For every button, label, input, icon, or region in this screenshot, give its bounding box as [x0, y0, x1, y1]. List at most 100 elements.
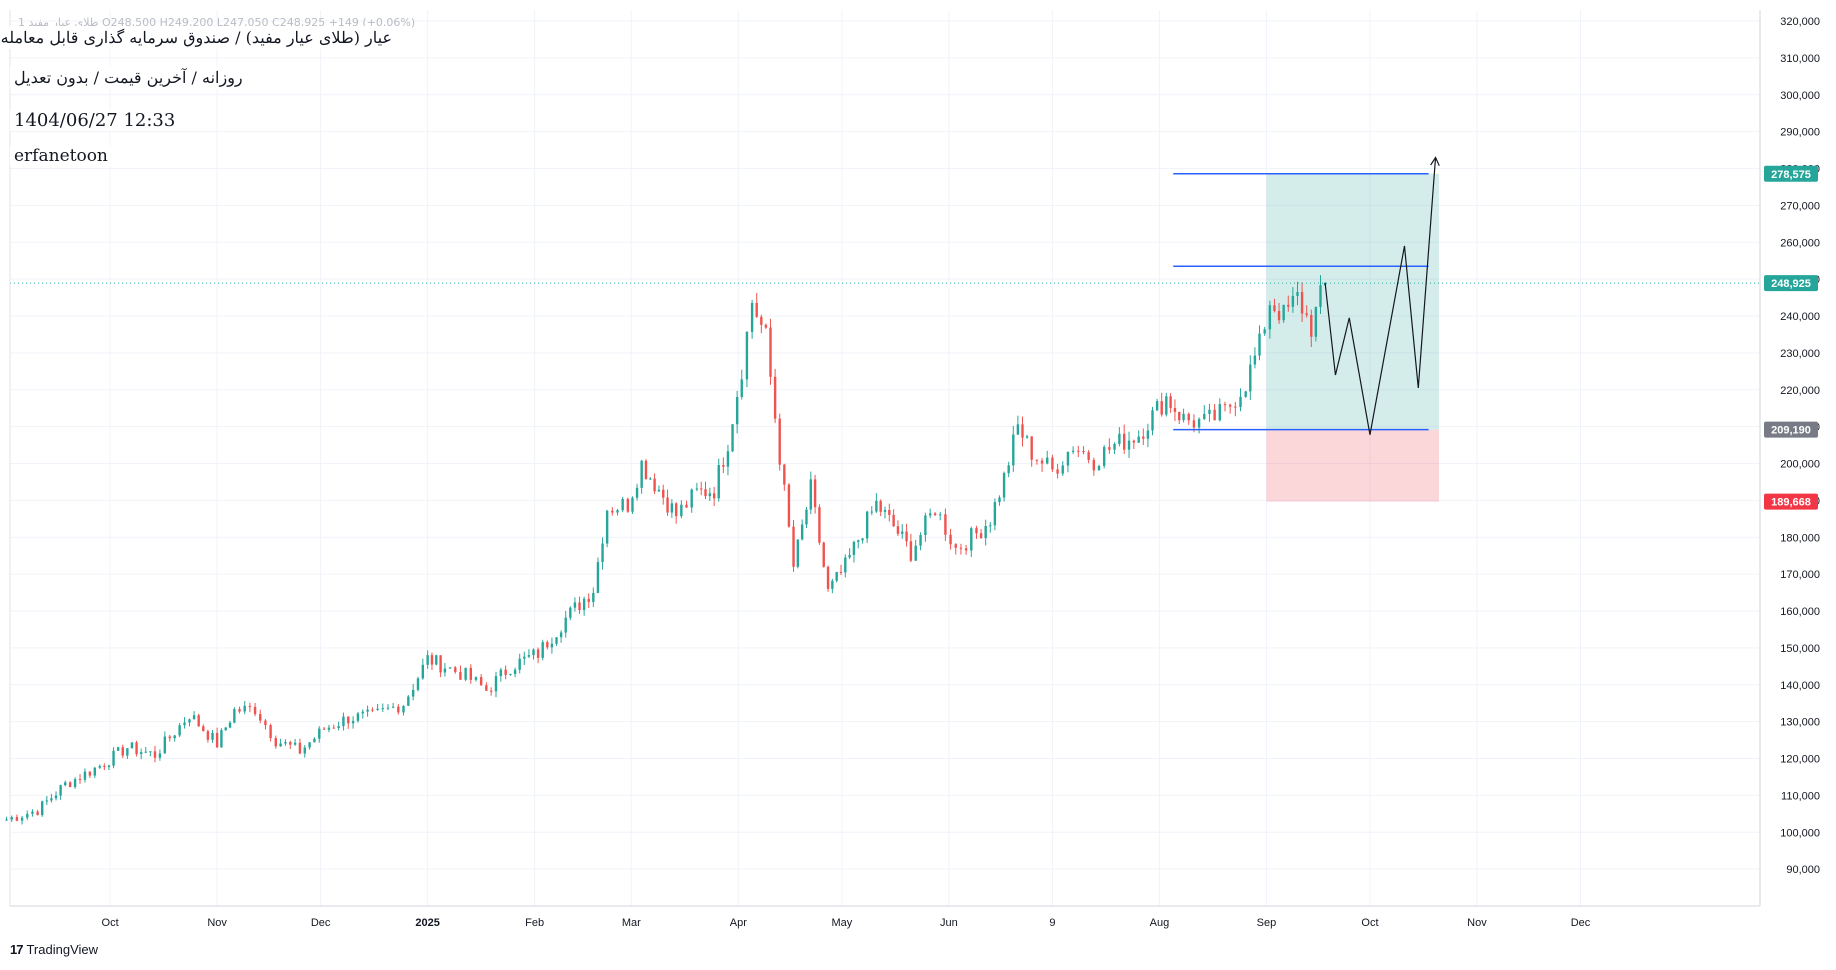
candle-body	[704, 489, 707, 497]
candle-body	[173, 735, 176, 739]
candle-body	[1030, 436, 1033, 460]
candle-body	[605, 510, 609, 544]
x-tick-label: Nov	[1467, 917, 1487, 929]
candle-body	[745, 331, 749, 380]
candle-body	[536, 649, 540, 658]
candle-body	[783, 464, 786, 485]
candle-body	[1002, 473, 1006, 498]
candles	[5, 275, 1327, 825]
candle-body	[153, 751, 157, 758]
candle-body	[308, 742, 311, 748]
candle-body	[883, 509, 887, 512]
target-price-label: 278,575	[1771, 169, 1811, 181]
candle-body	[1113, 443, 1116, 450]
candle-body	[318, 728, 321, 739]
candle-body	[1203, 413, 1206, 420]
candle-body	[944, 514, 947, 535]
forecast-arrow-head	[1430, 156, 1440, 166]
candle-body	[15, 817, 19, 821]
y-tick-label: 300,000	[1780, 90, 1820, 102]
y-tick-label: 260,000	[1780, 237, 1820, 249]
candle-body	[674, 503, 678, 517]
candle-body	[126, 748, 129, 756]
x-tick-label: Dec	[311, 917, 331, 929]
candle-body	[611, 510, 614, 513]
y-tick-label: 90,000	[1786, 864, 1820, 876]
y-tick-label: 110,000	[1781, 790, 1820, 802]
y-tick-label: 160,000	[1780, 606, 1820, 618]
candle-body	[1234, 406, 1237, 408]
candle-body	[644, 460, 648, 480]
candle-body	[708, 493, 712, 497]
candle-body	[865, 511, 869, 539]
candle-body	[435, 655, 438, 665]
candle-body	[293, 742, 297, 745]
candle-body	[73, 779, 77, 788]
candle-body	[626, 498, 630, 512]
candle-body	[1296, 291, 1299, 296]
candle-body	[726, 451, 730, 467]
candle-body	[954, 544, 957, 548]
candle-body	[371, 709, 374, 711]
position-zones	[1266, 173, 1439, 502]
x-tick-label: Dec	[1571, 917, 1591, 929]
candle-body	[337, 726, 340, 728]
y-tick-label: 170,000	[1780, 569, 1820, 581]
candle-body	[41, 801, 44, 816]
candle-body	[366, 709, 369, 712]
candle-body	[504, 669, 507, 675]
candle-body	[509, 673, 512, 675]
candle-body	[518, 658, 521, 670]
candle-body	[1077, 450, 1080, 452]
candle-body	[722, 465, 725, 467]
candle-body	[1046, 457, 1049, 464]
candle-body	[347, 716, 350, 724]
candle-body	[592, 592, 595, 602]
candle-body	[787, 484, 791, 527]
candle-body	[224, 727, 227, 731]
candle-body	[892, 514, 895, 527]
candle-body	[800, 524, 804, 540]
candle-body	[183, 722, 186, 726]
candle-body	[690, 489, 693, 508]
candle-body	[93, 767, 97, 776]
candle-body	[1263, 329, 1266, 334]
candle-body	[680, 504, 683, 517]
candle-body	[621, 498, 624, 511]
tradingview-watermark[interactable]: 17 TradingView	[10, 942, 98, 957]
candle-body	[356, 713, 360, 721]
candle-body	[1310, 315, 1313, 337]
candle-body	[211, 732, 214, 740]
chart-title: عیار (طلای عیار مفید) / صندوق سرمایه گذا…	[0, 26, 396, 49]
candle-body	[274, 738, 277, 747]
tradingview-logo-icon: 17	[10, 942, 24, 957]
candle-body	[546, 642, 549, 648]
candle-body	[83, 771, 87, 780]
candle-body	[489, 690, 493, 692]
candle-body	[78, 779, 82, 781]
candle-body	[1228, 404, 1232, 407]
current-price-label: 248,925	[1771, 278, 1811, 290]
x-tick-label: Apr	[730, 917, 747, 929]
candle-body	[411, 689, 415, 697]
y-tick-label: 180,000	[1780, 532, 1820, 544]
x-tick-label: Oct	[1361, 917, 1378, 929]
chart-datetime: 1404/06/27 12:33	[10, 110, 180, 131]
candle-body	[45, 800, 49, 802]
candle-body	[1097, 465, 1101, 471]
candle-body	[1239, 396, 1242, 408]
candle-body	[653, 478, 656, 492]
candle-body	[342, 716, 345, 727]
y-tick-label: 140,000	[1780, 680, 1820, 692]
candle-body	[731, 424, 734, 452]
candle-body	[792, 526, 795, 567]
candle-body	[541, 642, 544, 658]
candle-body	[835, 571, 838, 581]
candle-body	[1314, 306, 1318, 337]
candle-body	[284, 742, 287, 744]
candle-body	[717, 465, 720, 499]
drawings[interactable]	[10, 156, 1760, 435]
candle-body	[919, 534, 922, 546]
candle-body	[36, 811, 39, 816]
